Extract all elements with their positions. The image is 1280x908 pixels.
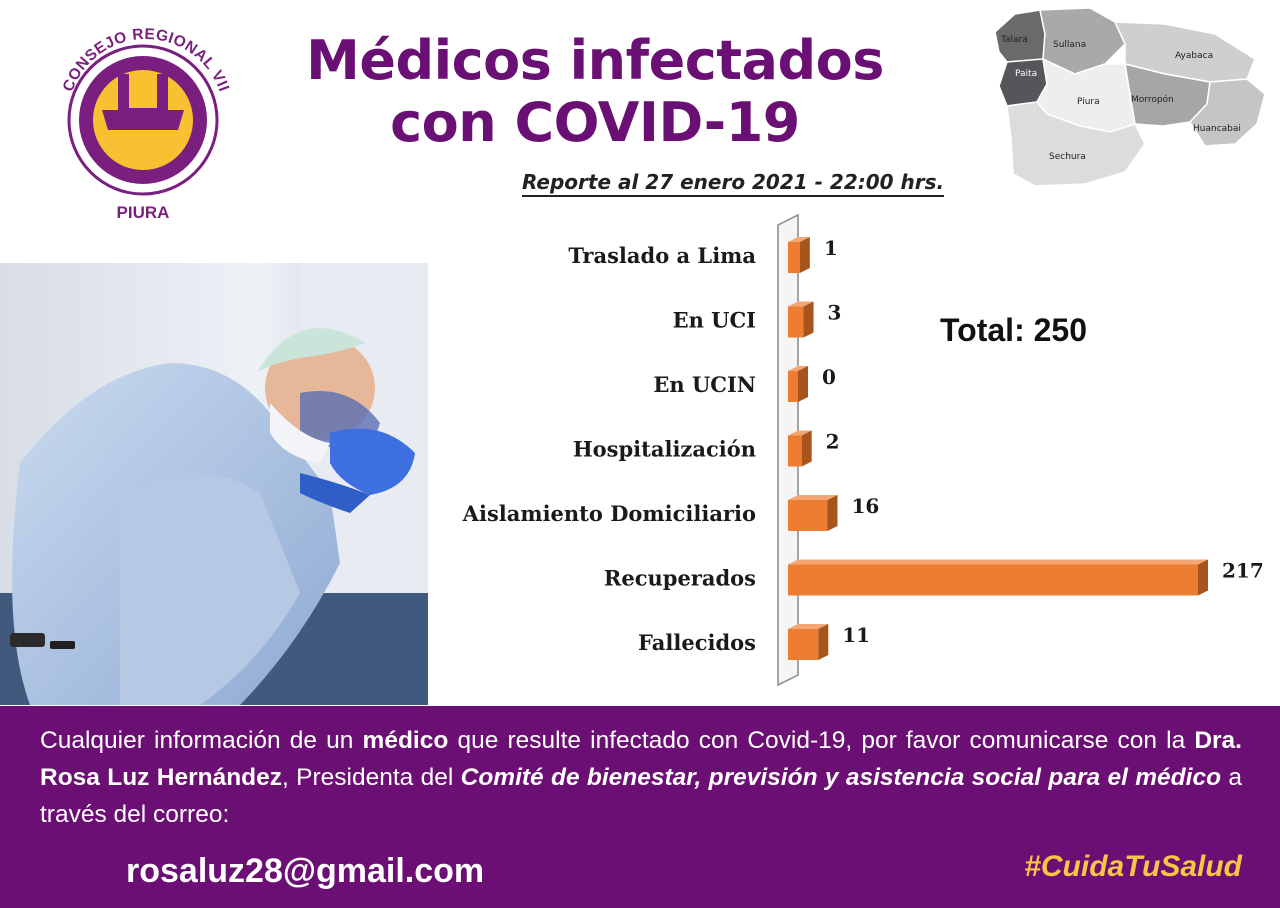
- map-label-sullana: Sullana: [1053, 40, 1086, 50]
- doctor-photo: [0, 263, 428, 705]
- bar-top-en-uci: [788, 301, 814, 307]
- bar-top-recuperados: [788, 559, 1208, 565]
- category-label-en-ucin: En UCIN: [653, 372, 756, 397]
- bar-top-en-ucin: [788, 366, 808, 371]
- footer-message: Cualquier información de un médico que r…: [40, 722, 1242, 833]
- value-label-hospitalizacion: 2: [826, 430, 840, 454]
- value-label-fallecidos: 11: [842, 623, 870, 647]
- bar-side-en-ucin: [798, 366, 808, 402]
- title-line-1: Médicos infectados: [306, 29, 884, 92]
- bar-recuperados: [788, 564, 1198, 596]
- category-label-hospitalizacion: Hospitalización: [573, 437, 756, 462]
- map-region-sechura: [1006, 101, 1146, 187]
- map-region-huancabai: [1189, 78, 1266, 147]
- page-title: Médicos infectados con COVID-19: [250, 30, 940, 154]
- hashtag: #CuidaTuSalud: [1024, 850, 1242, 883]
- bar-top-hospitalizacion: [788, 430, 812, 436]
- bar-en-uci: [788, 306, 804, 338]
- bar-chart: Traslado a Lima 1 En UCI 3 En UCIN 0 Hospitali…: [462, 213, 1264, 687]
- map-label-huancabai: Huancabai: [1193, 124, 1241, 134]
- bar-side-recuperados: [1198, 559, 1208, 596]
- value-label-en-ucin: 0: [822, 365, 836, 389]
- footer-text-doctor-name: Dra. Rosa Luz Hernández: [40, 727, 1242, 791]
- total-count: Total: 250: [940, 312, 1087, 348]
- map-label-ayabaca: Ayabaca: [1175, 51, 1213, 61]
- piura-region-map: Talara Sullana Ayabaca Paita Piura Morro…: [994, 7, 1266, 187]
- bar-aislamiento-domiciliario: [788, 500, 828, 531]
- footer-banner: Cualquier información de un médico que r…: [0, 706, 1280, 908]
- value-label-recuperados: 217: [1222, 559, 1264, 583]
- bar-side-traslado-a-lima: [799, 237, 810, 273]
- footer-text-committee: Comité de bienestar, previsión y asisten…: [460, 764, 1222, 791]
- category-label-recuperados: Recuperados: [604, 566, 756, 591]
- footer-text-2: que resulte infectado con Covid-19, por …: [448, 727, 1195, 754]
- bar-hospitalizacion: [788, 435, 802, 467]
- bar-side-en-uci: [803, 301, 814, 338]
- bar-side-aislamiento-domiciliario: [827, 495, 838, 531]
- map-label-sechura: Sechura: [1049, 152, 1086, 162]
- report-date: Reporte al 27 enero 2021 - 22:00 hrs.: [522, 170, 945, 197]
- bar-top-traslado-a-lima: [788, 237, 810, 242]
- value-label-en-uci: 3: [828, 301, 842, 325]
- bar-top-fallecidos: [788, 624, 829, 629]
- value-label-aislamiento-domiciliario: 16: [851, 494, 879, 518]
- map-label-morropon: Morropón: [1131, 94, 1174, 105]
- contact-email[interactable]: rosaluz28@gmail.com: [126, 852, 485, 890]
- consejo-regional-logo: CONSEJO REGIONAL VII COLEGIO MEDICO DEL …: [60, 26, 232, 222]
- map-label-talara: Talara: [1000, 35, 1028, 45]
- footer-text-1: Cualquier información de un: [40, 727, 363, 754]
- bar-side-fallecidos: [818, 624, 829, 660]
- bar-en-ucin: [788, 371, 798, 402]
- footer-text-medico: médico: [362, 727, 449, 754]
- logo-bottom-text: PIURA: [117, 203, 170, 222]
- bar-side-hospitalizacion: [801, 430, 812, 467]
- category-label-traslado-a-lima: Traslado a Lima: [568, 243, 756, 268]
- bar-fallecidos: [788, 629, 819, 660]
- footer-text-4: a través del correo:: [40, 764, 1242, 828]
- category-label-fallecidos: Fallecidos: [638, 630, 756, 655]
- footer-text-3: , Presidenta del: [282, 764, 461, 791]
- title-line-2: con COVID-19: [390, 91, 800, 154]
- category-label-aislamiento-domiciliario: Aislamiento Domiciliario: [462, 501, 756, 526]
- category-label-en-uci: En UCI: [673, 308, 756, 333]
- bar-top-aislamiento-domiciliario: [788, 495, 838, 500]
- map-label-paita: Paita: [1015, 69, 1037, 79]
- bar-traslado-a-lima: [788, 242, 800, 273]
- value-label-traslado-a-lima: 1: [824, 236, 838, 260]
- map-label-piura: Piura: [1077, 97, 1100, 107]
